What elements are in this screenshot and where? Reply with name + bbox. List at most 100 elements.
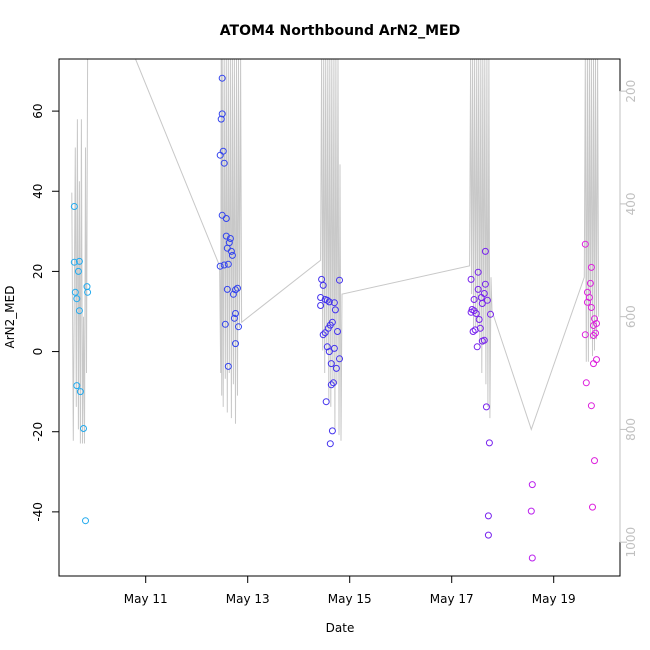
data-point [230, 314, 238, 322]
data-point [581, 240, 589, 248]
data-point [227, 247, 235, 255]
x-tick-label: May 19 [532, 592, 576, 606]
data-point [84, 288, 92, 296]
y-tick-label: 20 [31, 264, 45, 279]
data-point [469, 328, 477, 335]
data-point [232, 310, 239, 317]
data-point [218, 74, 226, 82]
y-tick-label: 60 [31, 103, 45, 118]
data-point [330, 299, 338, 307]
y-axis-title: ArN2_MED [3, 286, 17, 349]
data-point [472, 310, 480, 317]
data-point [217, 115, 225, 123]
secondary-y-tick-label: 800 [624, 418, 638, 441]
data-point [220, 261, 228, 269]
y-tick-label: 0 [31, 348, 45, 356]
data-point [318, 275, 326, 283]
secondary-y-tick-label: 400 [624, 192, 638, 215]
data-point [587, 263, 595, 271]
data-point [234, 284, 241, 292]
data-point [221, 320, 229, 328]
y-axis: -40 -20 0 20 40 60 [31, 103, 59, 522]
data-point [73, 295, 81, 303]
data-point [527, 507, 535, 515]
data-point [587, 304, 595, 311]
data-point [482, 403, 490, 411]
data-point [478, 337, 486, 345]
y-tick-label: -20 [31, 422, 45, 442]
data-point [475, 316, 483, 323]
data-point [75, 307, 83, 315]
data-point [224, 362, 232, 370]
data-point [232, 340, 239, 348]
data-point [74, 267, 82, 275]
data-point [319, 331, 327, 339]
secondary-line-layer [71, 59, 600, 444]
secondary-line-0 [71, 59, 600, 444]
data-point [325, 298, 333, 306]
data-point [220, 159, 228, 167]
points-layer [70, 74, 600, 562]
data-point [229, 290, 237, 298]
data-point [583, 298, 591, 306]
data-point [323, 296, 331, 304]
x-axis: May 11 May 13 May 15 May 17 May 19 [124, 576, 576, 606]
data-point [317, 294, 325, 301]
chart-title: ATOM4 Northbound ArN2_MED [220, 23, 460, 39]
secondary-y-tick-label: 600 [624, 305, 638, 328]
data-point [80, 425, 87, 432]
data-point [481, 247, 489, 255]
data-point [70, 258, 78, 266]
data-point [228, 251, 236, 259]
data-point [82, 517, 89, 525]
data-point [331, 306, 339, 314]
y-tick-label: 40 [31, 184, 45, 199]
data-point [330, 344, 338, 352]
data-point [317, 302, 325, 309]
data-point [474, 285, 482, 293]
data-point [528, 481, 536, 489]
data-point [319, 281, 327, 289]
data-point [590, 332, 597, 339]
data-point [336, 276, 343, 284]
data-point [474, 268, 482, 276]
data-point [232, 286, 239, 294]
data-point [593, 356, 600, 364]
data-point [321, 329, 329, 337]
data-point [76, 388, 84, 396]
data-point [471, 326, 479, 334]
data-point [473, 343, 481, 351]
data-point [73, 382, 81, 390]
data-point [484, 512, 492, 520]
data-point [223, 285, 231, 293]
data-point [586, 279, 594, 287]
data-point [582, 379, 590, 387]
data-point [591, 457, 598, 465]
data-point [235, 323, 242, 331]
data-point [485, 439, 493, 447]
data-point [470, 296, 478, 303]
data-point [590, 360, 597, 368]
data-point [327, 360, 335, 368]
data-point [332, 364, 340, 372]
data-point [528, 554, 536, 562]
data-point [587, 402, 595, 410]
data-point [483, 296, 491, 304]
x-tick-label: May 13 [226, 592, 270, 606]
data-point [326, 440, 334, 448]
data-point [216, 262, 224, 270]
secondary-y-tick-label: 200 [624, 80, 638, 103]
data-point [590, 322, 597, 329]
data-point [226, 235, 234, 242]
data-point [589, 503, 596, 511]
data-point [322, 398, 330, 406]
data-point [484, 531, 492, 539]
x-tick-label: May 17 [430, 592, 474, 606]
data-point [334, 328, 341, 335]
data-point [75, 257, 83, 265]
data-point [581, 331, 589, 339]
data-point [481, 280, 489, 288]
data-point [224, 260, 232, 268]
data-point [216, 151, 224, 159]
